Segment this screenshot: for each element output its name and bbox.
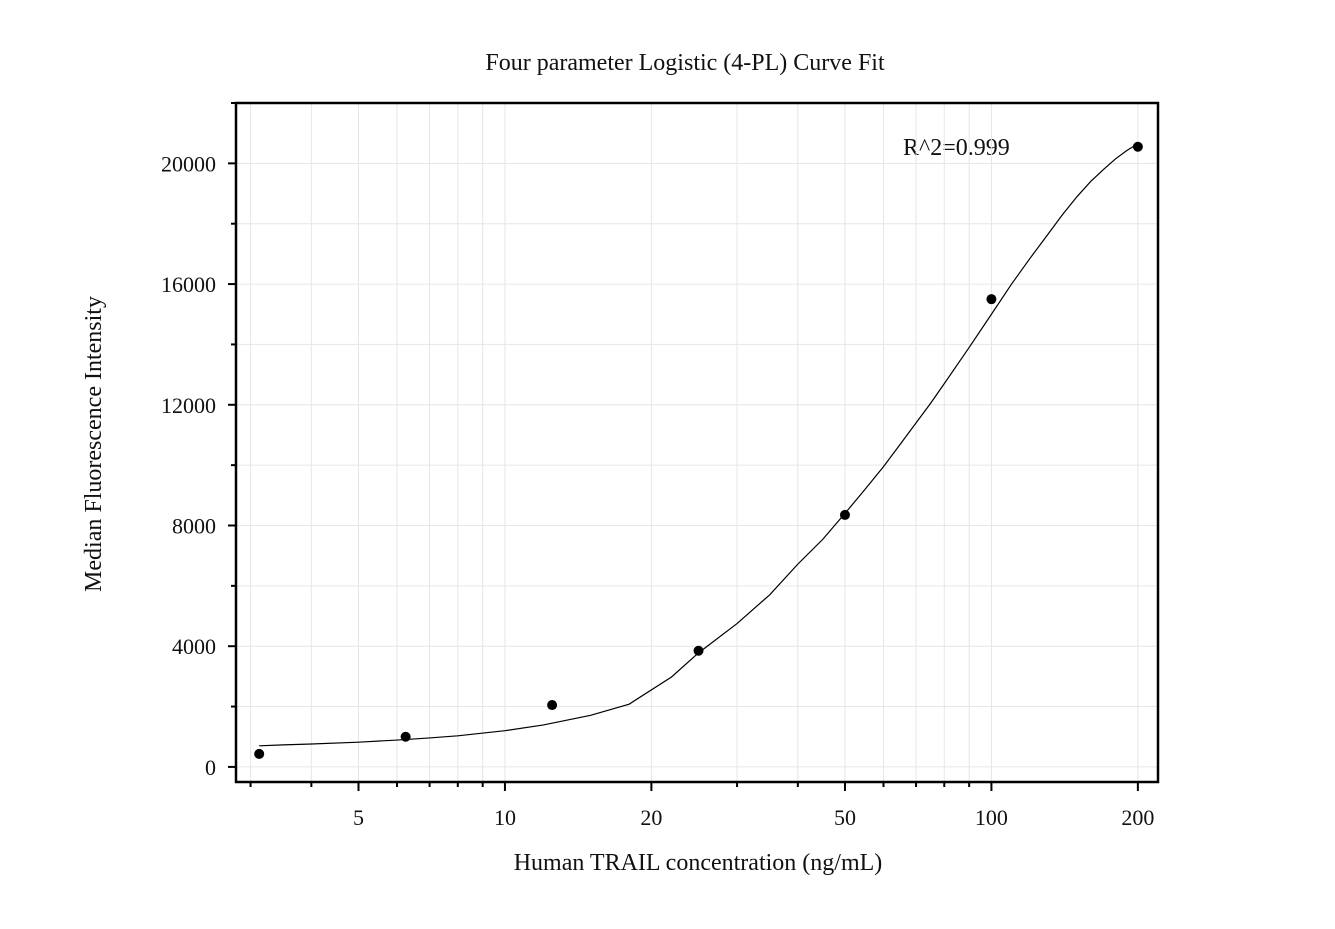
data-point: [839, 509, 850, 520]
y-tick-label: 4000: [172, 634, 216, 659]
data-point: [400, 731, 411, 742]
y-tick-label: 20000: [161, 151, 216, 176]
plot-area: 0 4000 8000 12000 16000 20000 5 10 20 50 100 200: [161, 101, 1160, 830]
data-point: [693, 645, 704, 656]
plot-frame: [234, 101, 1160, 784]
data-point: [1132, 141, 1143, 152]
x-tick-label: 5: [353, 805, 364, 830]
r-squared-annotation: R^2=0.999: [903, 135, 1010, 161]
y-axis-label: Median Fluorescence Intensity: [81, 296, 107, 592]
chart-title: Four parameter Logistic (4-PL) Curve Fit: [485, 50, 885, 76]
x-axis-label: Human TRAIL concentration (ng/mL): [514, 850, 883, 876]
data-point: [547, 700, 558, 711]
x-tick-label: 10: [494, 805, 516, 830]
x-tick-label: 100: [975, 805, 1008, 830]
y-tick-label: 16000: [161, 272, 216, 297]
y-tick-label: 8000: [172, 513, 216, 538]
data-point: [254, 748, 265, 759]
y-tick-label: 12000: [161, 393, 216, 418]
y-axis: 0 4000 8000 12000 16000 20000: [161, 102, 236, 780]
grid-lines: [236, 102, 1158, 782]
x-tick-label: 20: [640, 805, 662, 830]
x-tick-label: 200: [1121, 805, 1154, 830]
x-tick-label: 50: [834, 805, 856, 830]
x-axis: 5 10 20 50 100 200: [249, 782, 1154, 830]
y-tick-label: 0: [205, 755, 216, 780]
fit-curve: [259, 143, 1139, 747]
data-point: [986, 294, 997, 305]
